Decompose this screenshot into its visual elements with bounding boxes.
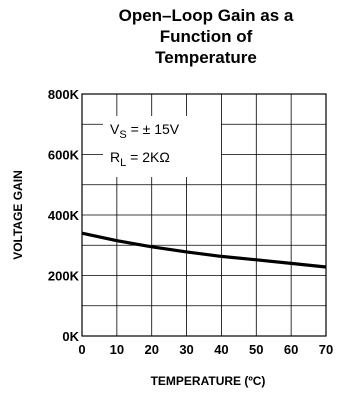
chart-title-line: Temperature — [155, 48, 257, 67]
annotation-background — [103, 116, 221, 177]
annotation-symbol: V — [110, 121, 120, 137]
chart-title-line: Open–Loop Gain as a — [119, 6, 294, 25]
annotation-symbol: R — [110, 149, 120, 165]
y-axis: 0K 200K 400K 600K 800K — [48, 87, 80, 344]
plot-frame — [81, 93, 327, 337]
x-tick-label: 10 — [110, 342, 124, 357]
series — [81, 231, 327, 269]
conditions-annotation: VS = ± 15V RL = 2KΩ — [103, 116, 221, 177]
annotation-subscript: S — [119, 129, 126, 141]
x-tick-label: 70 — [319, 342, 333, 357]
chart-title-line: Function of — [160, 27, 253, 46]
x-tick-label: 60 — [284, 342, 298, 357]
y-tick-label: 600K — [48, 148, 80, 163]
x-tick-label: 0 — [78, 342, 85, 357]
x-tick-label: 40 — [214, 342, 228, 357]
chart-title: Open–Loop Gain as a Function of Temperatur… — [119, 6, 294, 67]
x-axis: 0 10 20 30 40 50 60 70 — [78, 342, 333, 357]
y-tick-label: 0K — [62, 329, 79, 344]
x-axis-label: TEMPERATURE (ºC) — [151, 374, 266, 388]
x-tick-label: 30 — [179, 342, 193, 357]
annotation-subscript: L — [120, 157, 126, 169]
y-axis-label: VOLTAGE GAIN — [11, 170, 25, 260]
x-tick-label: 20 — [144, 342, 158, 357]
series-line — [81, 231, 327, 269]
annotation-value: = ± 15V — [127, 121, 180, 137]
x-tick-label: 50 — [249, 342, 263, 357]
annotation-vs: VS = ± 15V — [110, 121, 180, 141]
y-tick-label: 800K — [48, 87, 80, 102]
y-tick-label: 200K — [48, 269, 80, 284]
y-tick-label: 400K — [48, 208, 80, 223]
annotation-value: = 2KΩ — [126, 149, 170, 165]
annotation-rl: RL = 2KΩ — [110, 149, 170, 169]
